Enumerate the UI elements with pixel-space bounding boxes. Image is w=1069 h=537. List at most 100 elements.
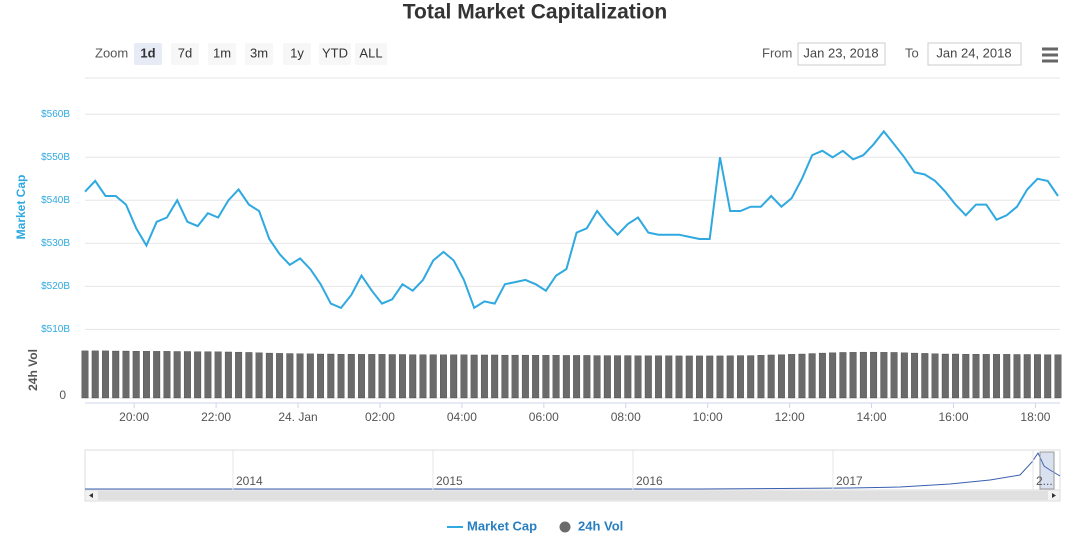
- y-tick-label: $560B: [41, 109, 70, 120]
- x-tick-label: 16:00: [938, 410, 968, 424]
- y2-tick-label: 0: [59, 388, 66, 402]
- volume-bar: [317, 353, 325, 399]
- volume-bar: [757, 355, 765, 399]
- volume-bar: [112, 350, 120, 399]
- volume-bar: [255, 352, 263, 399]
- volume-bar: [142, 351, 150, 399]
- y-tick-label: $540B: [41, 195, 70, 206]
- volume-bar: [870, 351, 878, 399]
- x-tick-label: 06:00: [529, 410, 559, 424]
- volume-bar: [644, 355, 652, 399]
- from-label: From: [762, 45, 792, 60]
- volume-bar: [777, 354, 785, 399]
- volume-bar: [409, 354, 417, 399]
- volume-bar: [737, 355, 744, 399]
- x-tick-label: 10:00: [693, 410, 723, 424]
- volume-bar: [685, 355, 693, 399]
- x-tick-label: 08:00: [611, 410, 641, 424]
- volume-bar: [552, 355, 560, 399]
- navigator-window[interactable]: [1039, 451, 1055, 490]
- volume-bar: [358, 354, 365, 399]
- range-button-label[interactable]: 1y: [290, 45, 304, 60]
- legend-symbol[interactable]: [559, 521, 571, 533]
- range-button[interactable]: [171, 43, 199, 65]
- volume-bar: [1054, 354, 1062, 399]
- navigator-label: 2017: [836, 474, 863, 488]
- volume-bar: [460, 354, 468, 399]
- volume-bar: [122, 350, 130, 399]
- volume-bar: [276, 353, 284, 399]
- range-button[interactable]: [283, 43, 311, 65]
- volume-bar: [665, 355, 673, 399]
- to-input[interactable]: [927, 42, 1022, 66]
- volume-bar: [1023, 354, 1031, 399]
- navigator-line: [85, 451, 1061, 490]
- range-button[interactable]: [319, 43, 351, 65]
- range-button-label[interactable]: ALL: [359, 45, 382, 60]
- navigator[interactable]: [84, 449, 1061, 491]
- volume-bar: [296, 353, 304, 399]
- volume-bar: [173, 351, 181, 399]
- volume-bar: [614, 355, 622, 399]
- volume-bar: [696, 355, 703, 399]
- from-input[interactable]: [797, 42, 886, 66]
- volume-bar: [982, 354, 990, 399]
- legend-label[interactable]: Market Cap: [467, 518, 537, 533]
- range-button[interactable]: [134, 43, 162, 65]
- to-label: To: [905, 45, 919, 60]
- volume-bar: [1013, 354, 1021, 399]
- x-tick-label: 22:00: [201, 410, 231, 424]
- y-axis-title: Market Cap: [14, 175, 28, 240]
- volume-bar: [808, 353, 816, 399]
- range-button-label[interactable]: 1d: [140, 45, 155, 60]
- volume-bar: [501, 354, 509, 399]
- volume-bar: [952, 353, 959, 399]
- volume-bar: [993, 354, 1000, 399]
- range-button-label[interactable]: 7d: [178, 45, 192, 60]
- volume-bar: [818, 352, 826, 399]
- volume-bar: [81, 350, 89, 399]
- scroll-right[interactable]: [1052, 493, 1056, 498]
- volume-bar: [911, 352, 919, 399]
- scroll-left[interactable]: [89, 493, 93, 498]
- volume-bar: [859, 351, 867, 399]
- volume-bar: [480, 354, 488, 399]
- range-button-label[interactable]: 3m: [250, 45, 268, 60]
- volume-bar: [235, 351, 243, 399]
- menu-button[interactable]: [1042, 47, 1058, 63]
- volume-bar: [634, 355, 642, 399]
- volume-bar: [399, 354, 406, 399]
- volume-bar: [224, 351, 232, 399]
- volume-bar: [91, 350, 99, 399]
- volume-bar: [132, 351, 140, 399]
- navigator-label: 2015: [436, 474, 463, 488]
- volume-bar: [1044, 354, 1052, 399]
- volume-bar: [849, 352, 857, 399]
- range-button-label[interactable]: YTD: [322, 45, 348, 60]
- volume-bar: [583, 355, 591, 399]
- scrollbar-track: [98, 491, 1048, 500]
- volume-bar: [655, 355, 662, 399]
- volume-bar: [245, 352, 253, 399]
- legend-label[interactable]: 24h Vol: [578, 518, 623, 533]
- volume-bar: [900, 352, 908, 399]
- volume-bar: [419, 354, 427, 399]
- volume-bar: [491, 354, 499, 399]
- range-button[interactable]: [355, 43, 387, 65]
- volume-bar: [470, 354, 478, 399]
- y-tick-label: $510B: [41, 324, 70, 335]
- range-button[interactable]: [245, 43, 273, 65]
- x-tick-label: 02:00: [365, 410, 395, 424]
- x-tick-label: 20:00: [119, 410, 149, 424]
- volume-bar: [798, 353, 806, 399]
- to-date[interactable]: Jan 24, 2018: [936, 45, 1011, 60]
- zoom-label: Zoom: [95, 45, 128, 60]
- y2-axis-title: 24h Vol: [26, 349, 40, 391]
- from-date[interactable]: Jan 23, 2018: [803, 45, 878, 60]
- market-cap-line: [84, 129, 1059, 310]
- volume-bar: [839, 352, 847, 399]
- x-tick-label: 04:00: [447, 410, 477, 424]
- range-button[interactable]: [208, 43, 236, 65]
- range-button-label[interactable]: 1m: [213, 45, 231, 60]
